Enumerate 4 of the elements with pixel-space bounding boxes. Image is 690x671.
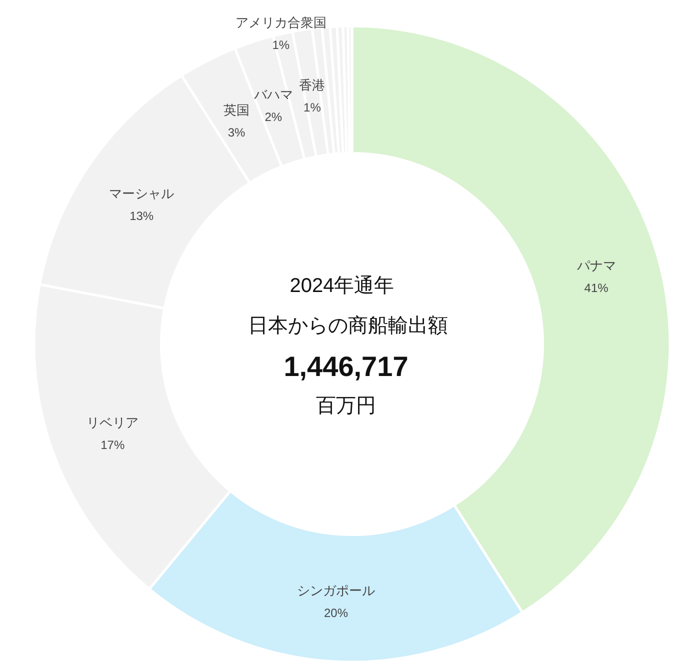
annotation: 1,446,717 (284, 351, 408, 382)
annotation: 百万円 (316, 395, 376, 417)
subtitle: 日本からの商船輸出額 (248, 315, 448, 337)
title: 2024年通年 (290, 275, 394, 297)
